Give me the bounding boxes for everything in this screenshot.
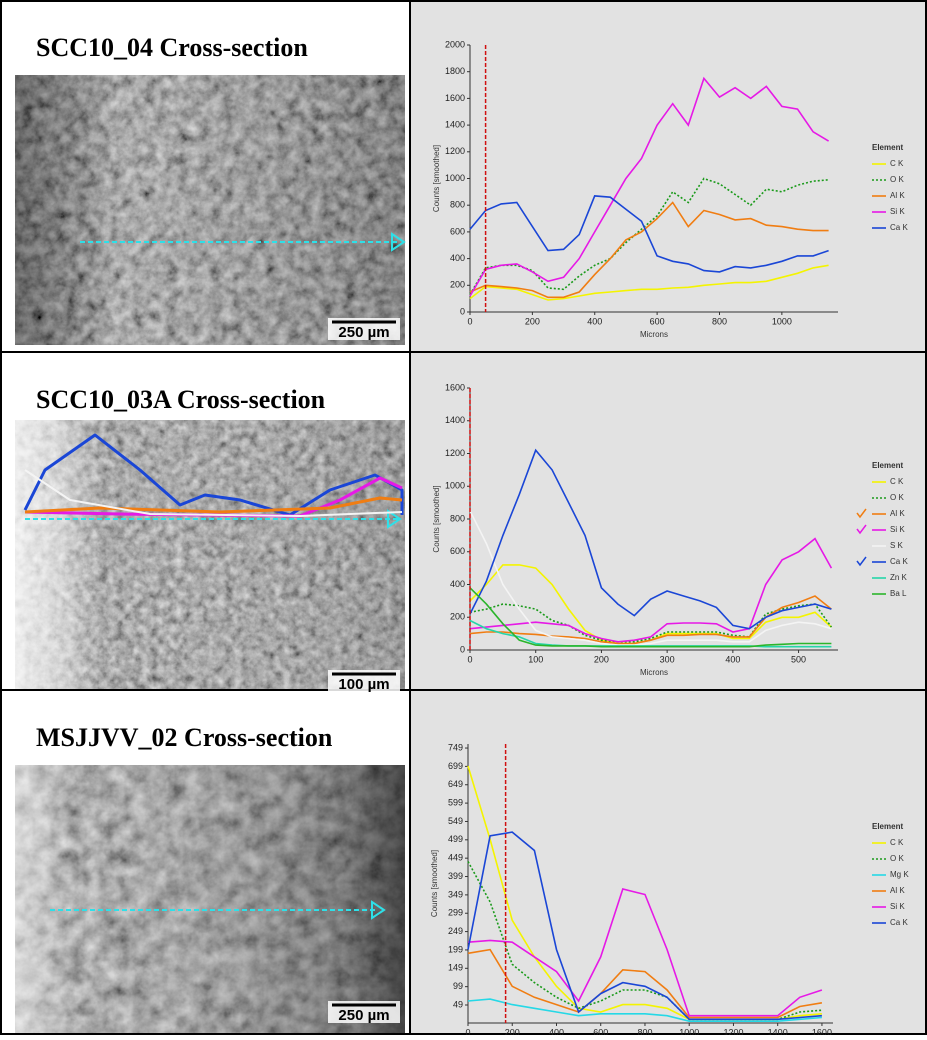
y-tick-label: 1800 <box>445 66 465 76</box>
x-tick-label: 1400 <box>768 1027 788 1035</box>
y-tick-label: 200 <box>450 612 465 622</box>
y-tick-label: 1000 <box>445 481 465 491</box>
y-tick-label: 599 <box>448 797 463 807</box>
legend-label: Ca K <box>890 223 908 232</box>
y-tick-label: 1400 <box>445 415 465 425</box>
legend-label: Al K <box>890 191 905 200</box>
x-tick-label: 600 <box>650 316 665 326</box>
panel-title: SCC10_03A Cross-section <box>36 385 326 414</box>
image-shade <box>15 765 405 1035</box>
legend-label: Si K <box>890 525 905 534</box>
y-tick-label: 1600 <box>445 382 465 392</box>
legend-title: Element <box>872 143 903 152</box>
legend-label: Ca K <box>890 918 908 927</box>
x-tick-label: 800 <box>712 316 727 326</box>
x-tick-label: 0 <box>465 1027 470 1035</box>
image-shade <box>15 75 405 345</box>
y-tick-label: 249 <box>448 926 463 936</box>
x-axis-label: Microns <box>640 668 668 677</box>
y-tick-label: 0 <box>460 644 465 654</box>
legend-label: Al K <box>890 509 905 518</box>
x-tick-label: 1000 <box>679 1027 699 1035</box>
legend-label: S K <box>890 541 904 550</box>
y-tick-label: 1400 <box>445 119 465 129</box>
legend-label: Zn K <box>890 573 908 582</box>
legend-title: Element <box>872 461 903 470</box>
y-tick-label: 749 <box>448 742 463 752</box>
legend-label: O K <box>890 175 904 184</box>
x-tick-label: 400 <box>549 1027 564 1035</box>
x-tick-label: 200 <box>525 316 540 326</box>
y-tick-label: 400 <box>450 253 465 263</box>
y-tick-label: 499 <box>448 834 463 844</box>
x-tick-label: 200 <box>594 654 609 664</box>
y-tick-label: 299 <box>448 908 463 918</box>
chart-panel <box>410 690 927 1035</box>
image-shade <box>15 420 405 690</box>
x-tick-label: 100 <box>528 654 543 664</box>
x-tick-label: 200 <box>505 1027 520 1035</box>
y-tick-label: 449 <box>448 853 463 863</box>
x-tick-label: 400 <box>587 316 602 326</box>
x-tick-label: 1200 <box>723 1027 743 1035</box>
x-tick-label: 1600 <box>812 1027 832 1035</box>
y-tick-label: 149 <box>448 963 463 973</box>
x-tick-label: 500 <box>791 654 806 664</box>
scale-bar-label: 250 µm <box>338 324 389 341</box>
y-tick-label: 600 <box>450 226 465 236</box>
y-tick-label: 99 <box>453 981 463 991</box>
x-tick-label: 0 <box>467 654 472 664</box>
x-tick-label: 300 <box>660 654 675 664</box>
y-tick-label: 1000 <box>445 173 465 183</box>
y-tick-label: 349 <box>448 889 463 899</box>
y-tick-label: 0 <box>460 306 465 316</box>
legend-label: Si K <box>890 207 905 216</box>
y-tick-label: 49 <box>453 999 463 1009</box>
y-tick-label: 800 <box>450 200 465 210</box>
y-tick-label: 600 <box>450 546 465 556</box>
y-tick-label: 2000 <box>445 39 465 49</box>
legend-label: Mg K <box>890 870 909 879</box>
panel-title: SCC10_04 Cross-section <box>36 33 308 62</box>
legend-label: Ca K <box>890 557 908 566</box>
y-tick-label: 800 <box>450 513 465 523</box>
legend-label: C K <box>890 477 904 486</box>
y-tick-label: 1200 <box>445 448 465 458</box>
y-tick-label: 649 <box>448 779 463 789</box>
y-tick-label: 699 <box>448 761 463 771</box>
legend-label: Al K <box>890 886 905 895</box>
scale-bar-label: 100 µm <box>338 676 389 693</box>
legend-label: O K <box>890 854 904 863</box>
y-tick-label: 399 <box>448 871 463 881</box>
y-tick-label: 1600 <box>445 93 465 103</box>
y-tick-label: 1200 <box>445 146 465 156</box>
y-tick-label: 200 <box>450 280 465 290</box>
chart-panel <box>410 352 927 690</box>
chart-panel <box>410 0 927 352</box>
figure: SCC10_04 Cross-section 250 µm SCC10_03A Cr… <box>0 0 927 1035</box>
x-tick-label: 1000 <box>772 316 792 326</box>
y-tick-label: 400 <box>450 579 465 589</box>
legend-label: O K <box>890 493 904 502</box>
y-axis-label: Counts [smoothed] <box>432 485 441 552</box>
legend-label: Si K <box>890 902 905 911</box>
y-tick-label: 199 <box>448 944 463 954</box>
x-axis-label: Microns <box>640 330 668 339</box>
x-tick-label: 0 <box>467 316 472 326</box>
x-tick-label: 800 <box>637 1027 652 1035</box>
y-axis-label: Counts [smoothed] <box>432 145 441 212</box>
y-axis-label: Counts [smoothed] <box>430 850 439 917</box>
legend-title: Element <box>872 822 903 831</box>
x-tick-label: 400 <box>725 654 740 664</box>
legend-label: C K <box>890 838 904 847</box>
legend-label: Ba L <box>890 589 907 598</box>
scale-bar-label: 250 µm <box>338 1007 389 1024</box>
legend-label: C K <box>890 159 904 168</box>
x-tick-label: 600 <box>593 1027 608 1035</box>
y-tick-label: 549 <box>448 816 463 826</box>
panel-title: MSJJVV_02 Cross-section <box>36 723 333 752</box>
